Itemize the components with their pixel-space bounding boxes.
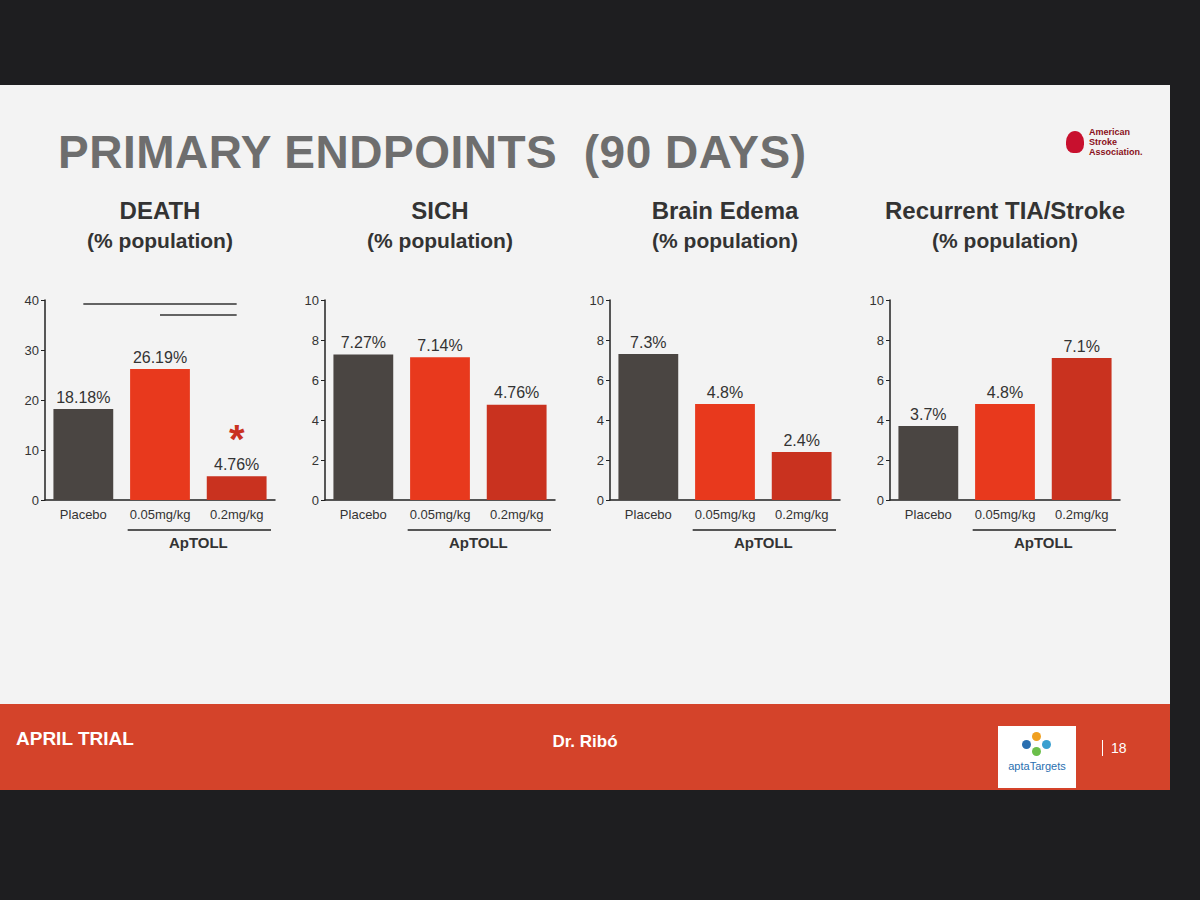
svg-text:Placebo: Placebo: [625, 507, 672, 522]
svg-text:DEATH: DEATH: [120, 197, 201, 224]
html-text:aptaTargets: aptaTargets: [1008, 760, 1066, 772]
svg-text:4: 4: [877, 413, 884, 428]
svg-text:3.7%: 3.7%: [910, 406, 946, 423]
svg-text:0.05mg/kg: 0.05mg/kg: [975, 507, 1036, 522]
svg-text:6: 6: [597, 373, 604, 388]
svg-text:SICH: SICH: [411, 197, 468, 224]
svg-text:4: 4: [597, 413, 604, 428]
svg-text:0: 0: [312, 493, 319, 508]
svg-text:18.18%: 18.18%: [56, 389, 110, 406]
svg-text:0.2mg/kg: 0.2mg/kg: [490, 507, 543, 522]
html-text:18: 18: [1111, 740, 1127, 756]
svg-text:7.3%: 7.3%: [630, 334, 666, 351]
svg-text:10: 10: [870, 293, 884, 308]
html-text:American Stroke Association.: American Stroke Association.: [1089, 127, 1143, 157]
svg-text:7.14%: 7.14%: [417, 337, 462, 354]
svg-text:6: 6: [312, 373, 319, 388]
html-text:PRIMARY ENDPOINTS (90 DAYS): PRIMARY ENDPOINTS (90 DAYS): [58, 126, 807, 178]
svg-text:2: 2: [877, 453, 884, 468]
svg-text:ApTOLL: ApTOLL: [449, 534, 508, 551]
svg-text:0.05mg/kg: 0.05mg/kg: [130, 507, 191, 522]
svg-text:7.27%: 7.27%: [341, 334, 386, 351]
svg-text:6: 6: [877, 373, 884, 388]
svg-text:40: 40: [25, 293, 39, 308]
svg-text:0: 0: [32, 493, 39, 508]
svg-text:7.1%: 7.1%: [1063, 338, 1099, 355]
svg-text:8: 8: [597, 333, 604, 348]
svg-text:0.05mg/kg: 0.05mg/kg: [410, 507, 471, 522]
svg-text:(% population): (% population): [367, 229, 513, 252]
svg-text:2: 2: [597, 453, 604, 468]
svg-text:4.8%: 4.8%: [707, 384, 743, 401]
html-text:Dr. Ribó: Dr. Ribó: [552, 732, 618, 751]
svg-text:4.76%: 4.76%: [214, 456, 259, 473]
svg-text:Placebo: Placebo: [905, 507, 952, 522]
svg-text:0.2mg/kg: 0.2mg/kg: [210, 507, 263, 522]
svg-text:Placebo: Placebo: [60, 507, 107, 522]
svg-text:10: 10: [305, 293, 319, 308]
html-text:APRIL TRIAL: APRIL TRIAL: [16, 728, 134, 749]
svg-text:0.2mg/kg: 0.2mg/kg: [775, 507, 828, 522]
svg-text:4: 4: [312, 413, 319, 428]
svg-text:10: 10: [590, 293, 604, 308]
svg-text:4.76%: 4.76%: [494, 384, 539, 401]
svg-text:*: *: [229, 417, 245, 461]
svg-text:0.2mg/kg: 0.2mg/kg: [1055, 507, 1108, 522]
svg-text:2: 2: [312, 453, 319, 468]
svg-text:0: 0: [597, 493, 604, 508]
svg-text:0.05mg/kg: 0.05mg/kg: [695, 507, 756, 522]
svg-text:ApTOLL: ApTOLL: [1014, 534, 1073, 551]
svg-text:0: 0: [877, 493, 884, 508]
svg-text:8: 8: [877, 333, 884, 348]
svg-text:26.19%: 26.19%: [133, 349, 187, 366]
svg-text:Recurrent TIA/Stroke: Recurrent TIA/Stroke: [885, 197, 1125, 224]
svg-text:(% population): (% population): [932, 229, 1078, 252]
svg-text:30: 30: [25, 343, 39, 358]
svg-text:8: 8: [312, 333, 319, 348]
svg-text:Placebo: Placebo: [340, 507, 387, 522]
svg-text:Brain Edema: Brain Edema: [652, 197, 799, 224]
svg-text:4.8%: 4.8%: [987, 384, 1023, 401]
svg-text:(% population): (% population): [652, 229, 798, 252]
svg-text:20: 20: [25, 393, 39, 408]
svg-text:ApTOLL: ApTOLL: [734, 534, 793, 551]
svg-text:ApTOLL: ApTOLL: [169, 534, 228, 551]
svg-text:(% population): (% population): [87, 229, 233, 252]
svg-text:2.4%: 2.4%: [783, 432, 819, 449]
svg-text:10: 10: [25, 443, 39, 458]
